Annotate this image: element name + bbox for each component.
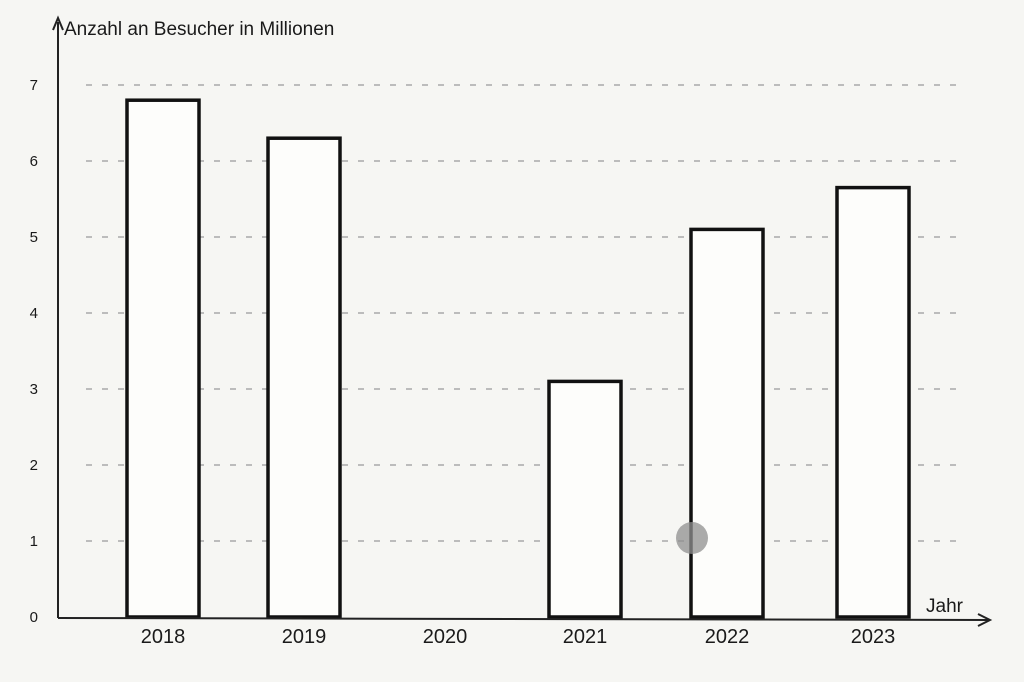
x-axis-line	[57, 617, 991, 621]
x-tick-labels: 2018 2019 2020 2021 2022 2023	[141, 626, 896, 648]
bar-2023	[835, 185, 911, 619]
x-tick-label: 2022	[705, 626, 750, 648]
bar-2019	[266, 136, 342, 619]
y-tick-label: 0	[30, 609, 38, 626]
x-tick-label: 2023	[851, 626, 896, 648]
y-axis-arrow	[52, 15, 64, 31]
y-tick-label: 1	[30, 533, 38, 550]
grid-lines	[86, 84, 960, 542]
y-tick-label: 4	[30, 305, 38, 322]
bar-2021	[547, 379, 623, 619]
x-axis-arrow	[977, 613, 993, 627]
y-tick-label: 7	[30, 77, 38, 94]
y-axis-title: Anzahl an Besucher in Millionen	[64, 19, 334, 40]
y-tick-labels: 0 1 2 3 4 5 6 7	[30, 77, 38, 626]
bars	[125, 98, 911, 619]
axes	[52, 15, 993, 627]
y-tick-label: 5	[30, 229, 38, 246]
bar-2022	[689, 227, 765, 619]
touch-indicator	[676, 522, 708, 554]
x-tick-label: 2020	[423, 626, 468, 648]
x-tick-label: 2021	[563, 626, 608, 648]
y-tick-label: 2	[30, 457, 38, 474]
y-tick-label: 3	[30, 381, 38, 398]
bar-2018	[125, 98, 201, 619]
x-tick-label: 2019	[282, 626, 327, 648]
x-tick-label: 2018	[141, 626, 186, 648]
y-tick-label: 6	[30, 153, 38, 170]
x-axis-title: Jahr	[926, 596, 964, 617]
